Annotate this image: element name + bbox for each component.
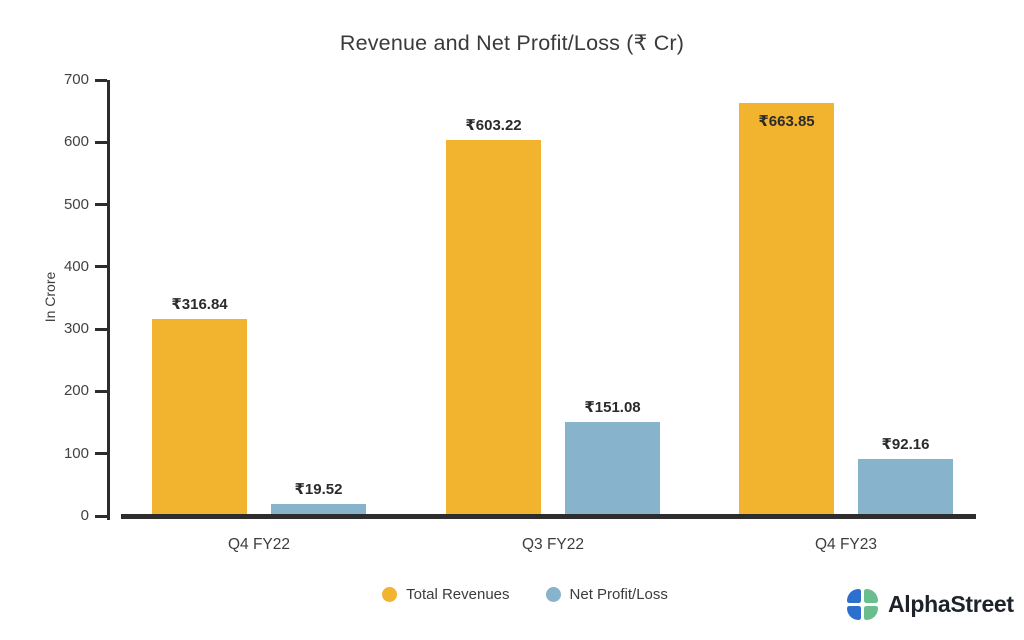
logo-quarter-top-left — [847, 589, 861, 603]
bar-value-label-total-revenues-q3-fy22: ₹603.22 — [465, 117, 522, 135]
y-tick-label: 300 — [63, 320, 89, 338]
y-axis-tick — [95, 265, 107, 269]
legend: Total Revenues Net Profit/Loss — [26, 584, 1024, 604]
y-axis-tick — [95, 389, 107, 393]
y-tick-label: 700 — [63, 71, 89, 88]
y-tick-label: 0 — [80, 507, 89, 524]
x-tick-label-q3-fy22: Q3 FY22 — [521, 536, 585, 553]
y-tick-label: 400 — [63, 257, 89, 275]
y-axis-tick — [95, 514, 107, 518]
y-axis-tick — [95, 78, 107, 82]
legend-label-total-revenues: Total Revenues — [406, 585, 510, 603]
bar-net-profit-loss-q4-fy22 — [271, 503, 366, 516]
bar-value-label-total-revenues-q4-fy23: ₹663.85 — [758, 112, 815, 130]
y-tick-label: 200 — [63, 382, 89, 400]
y-axis-tick — [95, 327, 107, 331]
chart-title: Revenue and Net Profit/Loss (₹ Cr) — [339, 31, 685, 55]
legend-swatch-net-profit-loss — [545, 586, 561, 602]
y-axis-tick — [95, 203, 107, 207]
legend-swatch-total-revenues — [382, 586, 398, 602]
y-tick-label: 500 — [63, 195, 89, 213]
logo-quarter-bottom-right — [864, 606, 878, 620]
bar-net-profit-loss-q4-fy23 — [858, 458, 953, 516]
bar-total-revenues-q4-fy22 — [152, 318, 247, 516]
bar-value-label-net-profit-loss-q3-fy22: ₹151.08 — [584, 398, 641, 416]
brand-logo: AlphaStreet — [847, 589, 1014, 620]
x-tick-label-q4-fy22: Q4 FY22 — [227, 536, 291, 553]
bar-net-profit-loss-q3-fy22 — [565, 421, 660, 516]
legend-item-net-profit-loss: Net Profit/Loss — [545, 585, 668, 603]
bar-value-label-net-profit-loss-q4-fy23: ₹92.16 — [881, 435, 930, 453]
y-axis-line — [107, 80, 110, 520]
y-axis-tick — [95, 452, 107, 456]
brand-name: AlphaStreet — [888, 591, 1014, 617]
y-axis-title: In Crore — [42, 271, 58, 323]
y-axis-tick — [95, 140, 107, 144]
legend-label-net-profit-loss: Net Profit/Loss — [569, 585, 668, 603]
bar-total-revenues-q4-fy23 — [739, 102, 834, 516]
bar-total-revenues-q3-fy22 — [446, 140, 541, 516]
bar-value-label-net-profit-loss-q4-fy22: ₹19.52 — [294, 480, 343, 498]
x-tick-label-q4-fy23: Q4 FY23 — [814, 536, 878, 553]
logo-quarter-bottom-left — [847, 606, 861, 620]
logo-quarter-top-right — [864, 589, 878, 603]
x-axis-line — [121, 514, 976, 519]
y-tick-label: 100 — [63, 444, 89, 462]
legend-item-total-revenues: Total Revenues — [382, 585, 510, 603]
alphastreet-logo-icon — [847, 589, 878, 620]
bar-value-label-total-revenues-q4-fy22: ₹316.84 — [171, 295, 228, 313]
y-tick-label: 600 — [63, 133, 89, 151]
